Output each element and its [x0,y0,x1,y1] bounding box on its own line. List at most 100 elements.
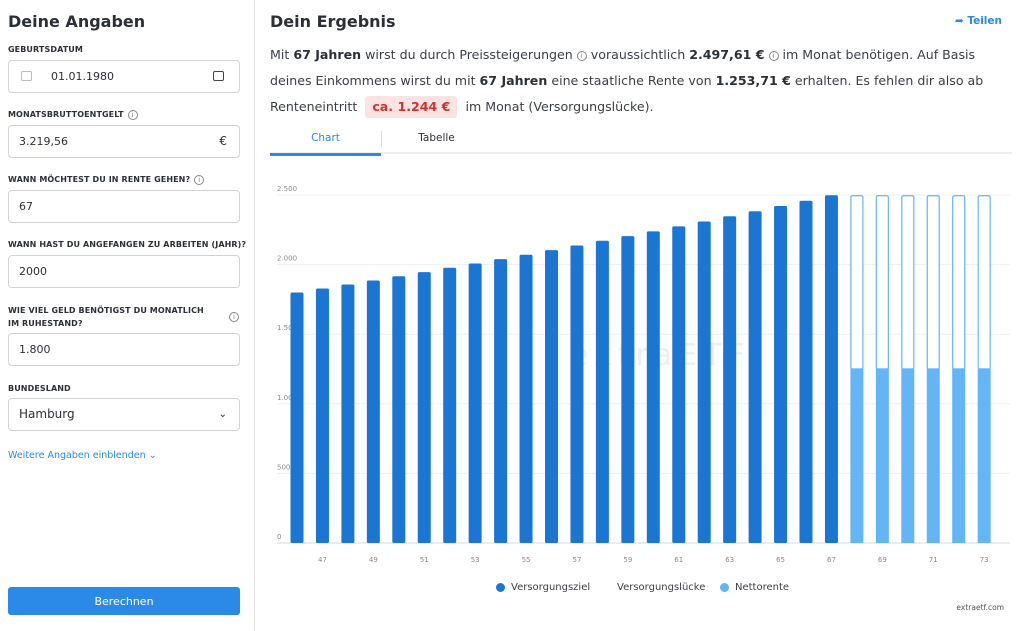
x-tick-label: 47 [318,556,327,564]
info-icon[interactable]: i [127,109,138,120]
legend-label: Nettorente [735,582,790,593]
retire-age: 67 Jahren [479,73,548,88]
retire-age: 67 Jahren [293,47,362,62]
bar-nettorente [926,368,940,543]
bar-versorgungsziel [570,245,584,543]
bar-versorgungsziel [417,272,431,543]
tab-table[interactable]: Tabelle [418,132,455,144]
state-select[interactable]: Hamburg ⌄ [8,398,240,431]
bar-nettorente [850,368,864,543]
income-label: MONATSBRUTTOENTGELT [8,110,124,119]
x-tick-label: 67 [827,556,836,564]
x-tick-label: 57 [572,556,581,564]
state-value: Hamburg [19,407,75,421]
legend-item-goal[interactable]: Versorgungsziel [496,582,590,593]
bar-versorgungsluecke [850,195,864,370]
currency-symbol: € [219,134,227,148]
info-icon[interactable]: i [768,50,779,61]
bar-versorgungsziel [799,200,813,543]
tab-divider [381,131,382,147]
start-label: WANN HAST DU ANGEFANGEN ZU ARBEITEN (JAH… [8,240,247,249]
calendar-icon [21,71,32,81]
bar-versorgungsziel [545,250,558,543]
state-label: BUNDESLAND [8,384,71,393]
start-year-input[interactable]: 2000 [8,255,240,288]
bar-versorgungsziel [595,240,609,543]
bar-nettorente [952,368,966,543]
panel-title: Deine Angaben [8,12,146,31]
bar-versorgungsziel [697,221,711,543]
result-summary: Mit 67 Jahren wirst du durch Preissteige… [270,42,1015,120]
x-tick-label: 63 [725,556,734,564]
gap-badge: ca. 1.244 € [365,96,458,118]
legend-item-gap[interactable]: Versorgungslücke [617,582,705,593]
start-year-value: 2000 [19,265,47,278]
y-tick-label: 500 [277,463,290,471]
result-tabs: Chart Tabelle [270,128,1012,156]
bar-nettorente [875,368,889,543]
retire-age-value: 67 [19,200,33,213]
x-tick-label: 61 [674,556,683,564]
bar-versorgungsziel [468,263,482,543]
needed-amount: 2.497,61 € [689,47,765,62]
birth-label: GEBURTSDATUM [8,45,83,54]
y-tick-label: 2.000 [277,255,297,263]
x-tick-label: 51 [420,556,429,564]
info-icon[interactable]: i [576,50,587,61]
legend-dot [720,583,729,592]
income-value: 3.219,56 [19,135,68,148]
bar-versorgungsluecke [926,195,940,370]
bar-versorgungsziel [646,231,660,543]
income-input[interactable]: 3.219,56 € [8,125,240,158]
need-input[interactable]: 1.800 [8,333,240,366]
bar-versorgungsziel [774,205,788,543]
need-label: WIE VIEL GELD BENÖTIGST DU MONATLICH IM … [8,306,204,328]
info-icon[interactable]: i [194,174,205,185]
x-tick-label: 69 [878,556,887,564]
x-tick-label: 73 [980,556,989,564]
info-icon[interactable]: i [229,312,239,322]
calculate-button[interactable]: Berechnen [8,587,240,615]
bar-versorgungsziel [621,236,635,543]
bar-versorgungsziel [392,276,406,543]
x-tick-label: 49 [369,556,378,564]
footer-credit: extraetf.com [956,603,1004,612]
more-details-link[interactable]: Weitere Angaben einblenden ⌄ [8,450,157,461]
bar-versorgungsziel [315,288,329,543]
retire-age-input[interactable]: 67 [8,190,240,223]
y-tick-label: 0 [277,533,281,541]
share-button[interactable]: ➦ Teilen [955,15,1002,27]
retire-label: WANN MÖCHTEST DU IN RENTE GEHEN? [8,175,191,184]
bar-versorgungsluecke [977,195,991,370]
x-tick-label: 53 [471,556,480,564]
tab-chart[interactable]: Chart [270,132,381,156]
bar-nettorente [901,368,915,543]
legend-dot [496,583,505,592]
input-panel: Deine Angaben GEBURTSDATUM 01.01.1980 MO… [0,0,255,631]
bar-versorgungsziel [290,292,304,543]
bar-versorgungsziel [443,267,457,543]
birth-date-input[interactable]: 01.01.1980 [8,60,240,93]
result-title: Dein Ergebnis [270,12,396,31]
more-details-label: Weitere Angaben einblenden [8,450,146,461]
bar-versorgungsziel [341,284,355,543]
legend-label: Versorgungslücke [617,582,706,593]
bar-versorgungsziel [824,195,838,544]
x-tick-label: 55 [522,556,531,564]
pension-amount: 1.253,71 € [715,73,791,88]
birth-date-value: 01.01.1980 [51,70,114,83]
bar-versorgungsziel [672,226,686,543]
x-tick-label: 71 [929,556,938,564]
bar-versorgungsluecke [952,195,966,370]
bar-versorgungsziel [366,280,380,543]
share-icon: ➦ [954,15,964,27]
chevron-down-icon: ⌄ [148,450,157,461]
calendar-picker-icon[interactable] [213,71,224,81]
legend-item-pension[interactable]: Nettorente [720,582,789,593]
y-tick-label: 2.500 [277,185,297,193]
share-label: Teilen [967,15,1002,27]
y-tick-label: 1.500 [277,324,297,332]
bar-versorgungsziel [748,211,762,543]
bar-versorgungsziel [519,254,533,543]
